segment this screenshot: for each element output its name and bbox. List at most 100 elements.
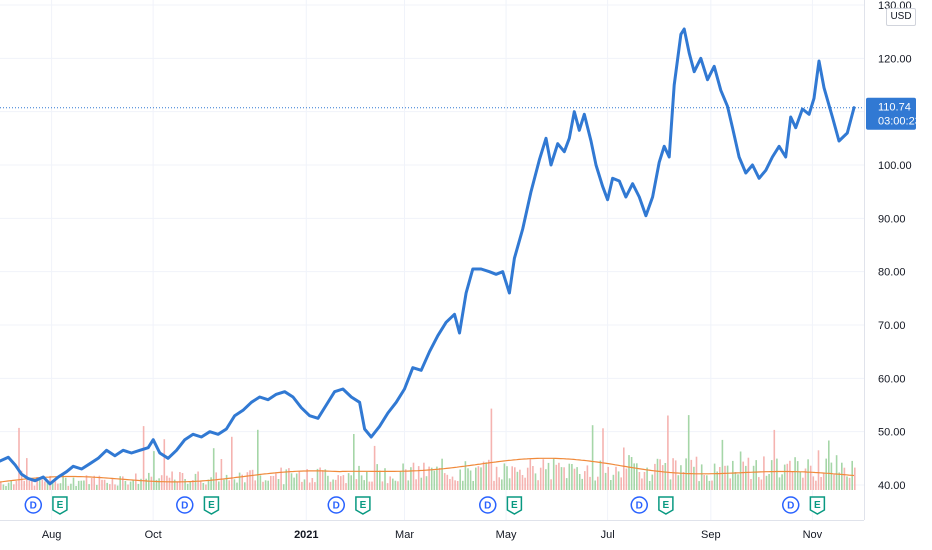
- volume-bar: [179, 472, 181, 490]
- volume-bar: [98, 475, 101, 490]
- volume-bar: [703, 475, 705, 490]
- volume-bar: [745, 465, 747, 490]
- volume-bar: [578, 474, 581, 490]
- volume-bar: [610, 480, 612, 490]
- volume-bar: [677, 475, 680, 490]
- currency-label[interactable]: USD: [886, 8, 916, 26]
- volume-bar: [132, 479, 134, 490]
- volume-bar: [464, 461, 467, 490]
- volume-bar: [623, 447, 625, 490]
- volume-bar: [301, 481, 303, 490]
- volume-bar: [122, 476, 124, 490]
- time-axis[interactable]: Aug Oct 2021 Mar May Jul Sep Nov: [42, 529, 823, 541]
- volume-bar: [552, 458, 555, 490]
- volume-bar: [46, 481, 49, 490]
- dividend-marker-label: D: [181, 501, 188, 512]
- volume-bar: [51, 480, 54, 490]
- volume-bar: [550, 479, 552, 490]
- volume-bar: [101, 479, 103, 490]
- volume-bar: [825, 458, 827, 490]
- earnings-marker: [809, 496, 826, 515]
- volume-bar: [366, 471, 368, 490]
- earnings-marker-label: E: [57, 500, 64, 511]
- volume-bar: [765, 475, 768, 490]
- volume-bar: [789, 460, 791, 490]
- volume-bar: [796, 461, 799, 490]
- volume-bar: [225, 474, 228, 490]
- volume-bar: [581, 478, 583, 490]
- volume-bar: [646, 467, 648, 490]
- volume-bar: [251, 469, 254, 490]
- volume-bar: [545, 469, 547, 490]
- volume-bar: [607, 466, 609, 490]
- volume-bar: [708, 480, 711, 490]
- volume-bar: [332, 479, 334, 490]
- volume-bar: [412, 462, 415, 490]
- volume-bar: [236, 482, 238, 490]
- volume-bar: [270, 476, 272, 490]
- earnings-marker: [355, 496, 371, 515]
- volume-bar: [124, 481, 127, 490]
- volume-bar: [674, 460, 677, 490]
- volume-bar: [334, 479, 337, 490]
- volume-bar: [262, 481, 264, 490]
- volume-bar: [267, 480, 269, 490]
- volume-bar: [31, 478, 33, 490]
- volume-bar: [360, 475, 363, 490]
- volume-bar: [254, 480, 256, 490]
- volume-bar: [64, 477, 67, 490]
- volume-bar: [506, 466, 508, 490]
- volume-bar: [13, 484, 15, 490]
- volume-bar: [560, 467, 563, 490]
- dividend-marker: [479, 496, 497, 514]
- volume-bar: [488, 459, 490, 490]
- volume-bar: [433, 470, 436, 490]
- volume-bar: [386, 483, 389, 490]
- volume-bar: [602, 428, 604, 490]
- volume-bar: [103, 479, 106, 490]
- last-price-value: 110.74: [878, 102, 911, 114]
- volume-bar: [539, 467, 542, 490]
- volume-bar: [534, 473, 537, 490]
- volume-bar: [376, 464, 378, 490]
- volume-bar: [713, 463, 716, 490]
- price-axis[interactable]: 130.00120.00110.00100.0090.0080.0070.006…: [878, 0, 912, 492]
- volume-bar: [794, 457, 796, 490]
- volume-bar: [594, 480, 596, 490]
- volume-bar: [508, 478, 511, 490]
- volume-bar: [706, 475, 708, 490]
- volume-bar: [558, 462, 560, 490]
- time-tick-label: Oct: [145, 529, 162, 541]
- volume-bar: [760, 479, 763, 490]
- volume-bar: [516, 471, 519, 490]
- volume-bar: [345, 483, 347, 490]
- volume-bar: [612, 474, 615, 490]
- volume-bar: [384, 468, 386, 490]
- volume-bar: [822, 472, 825, 490]
- volume-bar: [166, 475, 168, 490]
- volume-bar: [246, 472, 249, 490]
- volume-bar: [589, 476, 591, 490]
- volume-bar: [446, 474, 449, 490]
- volume-bar: [241, 474, 243, 490]
- volume-bar: [150, 476, 153, 490]
- volume-bar: [537, 480, 539, 490]
- volume-bar: [140, 478, 142, 490]
- volume-bar: [430, 467, 433, 490]
- volume-bar: [129, 481, 132, 490]
- volume-bar: [231, 436, 233, 490]
- volume-bar: [690, 459, 693, 490]
- volume-bar: [682, 472, 685, 490]
- volume-bar: [109, 484, 111, 490]
- volume-bar: [293, 477, 295, 490]
- volume-bar: [5, 486, 7, 490]
- volume-bar: [781, 474, 783, 490]
- volume-bar: [726, 465, 729, 490]
- volume-bar: [142, 426, 145, 490]
- volume-bar: [244, 482, 246, 490]
- volume-bar: [410, 467, 412, 490]
- time-tick-label: Nov: [803, 529, 823, 541]
- volume-bar: [737, 474, 739, 490]
